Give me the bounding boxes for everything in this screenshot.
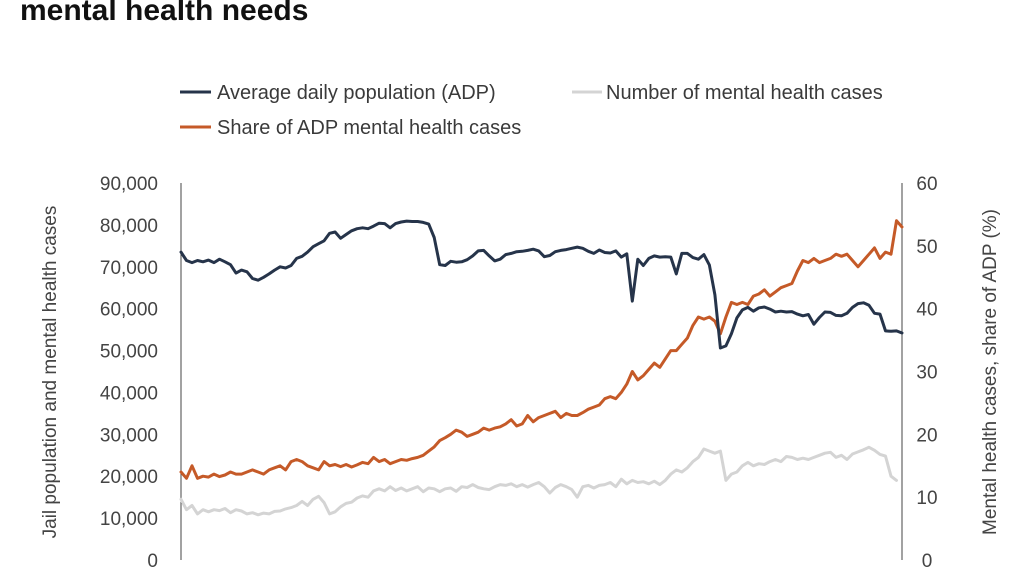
- left-y-tick-label: 30,000: [100, 425, 158, 446]
- left-y-axis-title: Jail population and mental health cases: [40, 206, 61, 539]
- right-y-tick-label: 40: [916, 300, 937, 321]
- left-y-tick-label: 70,000: [100, 258, 158, 279]
- left-y-tick-label: 10,000: [100, 509, 158, 530]
- left-y-tick-labels: 0 10,000 20,000 30,000 40,000 50,000 60,000 70,…: [100, 174, 158, 570]
- legend-label-adp: Average daily population (ADP): [217, 82, 496, 104]
- series-layer: [179, 219, 904, 517]
- left-y-tick-label: 20,000: [100, 467, 158, 488]
- left-y-tick-label: 40,000: [100, 383, 158, 404]
- right-y-tick-label: 50: [916, 237, 937, 258]
- right-y-tick-label: 20: [916, 425, 937, 446]
- legend: Average daily population (ADP) Number of…: [180, 82, 883, 139]
- left-y-tick-label: 0: [147, 551, 158, 570]
- right-y-tick-labels: 0 10 20 30 40 50 60: [916, 174, 937, 570]
- series-line-share: [179, 219, 904, 480]
- legend-label-share: Share of ADP mental health cases: [217, 117, 521, 139]
- chart-axes: [180, 183, 903, 560]
- left-y-tick-label: 90,000: [100, 174, 158, 195]
- right-y-tick-label: 30: [916, 363, 937, 384]
- right-y-tick-label: 60: [916, 174, 937, 195]
- legend-label-mental-health-cases: Number of mental health cases: [606, 82, 883, 104]
- chart-title: mental health needs: [20, 0, 309, 27]
- legend-item-mental-health-cases: Number of mental health cases: [572, 82, 883, 104]
- right-y-tick-label: 10: [916, 488, 937, 509]
- legend-item-share: Share of ADP mental health cases: [180, 117, 521, 139]
- right-y-axis-title: Mental health cases, share of ADP (%): [980, 209, 1001, 535]
- series-line-mental-health-cases: [179, 445, 898, 517]
- left-y-tick-label: 60,000: [100, 300, 158, 321]
- left-y-tick-label: 50,000: [100, 342, 158, 363]
- left-y-tick-label: 80,000: [100, 216, 158, 237]
- right-y-tick-label: 0: [922, 551, 933, 570]
- series-line-adp: [179, 219, 904, 350]
- legend-item-adp: Average daily population (ADP): [180, 82, 496, 104]
